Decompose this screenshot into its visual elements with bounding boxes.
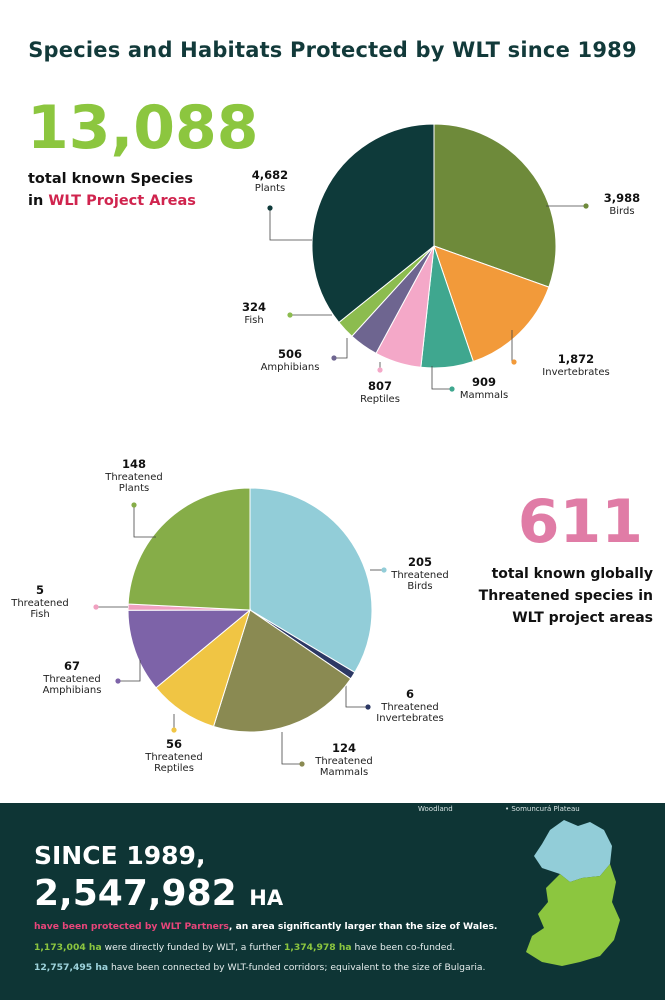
threatened-slice-threatened-plants xyxy=(127,487,251,611)
panel-top-label-right: • Somuncurá Plateau xyxy=(505,805,580,813)
threatened-label-threatened-fish-line-2: Fish xyxy=(30,609,49,620)
species-value-mammals: 909 xyxy=(472,375,496,389)
threatened-marker-threatened-plants xyxy=(131,502,137,508)
threatened-label-threatened-invertebrates-line-2: Invertebrates xyxy=(376,713,443,724)
threatened-leader-threatened-invertebrates xyxy=(345,678,368,708)
threatened-leader-threatened-amphibians xyxy=(118,660,141,682)
total-species-number: 13,088 xyxy=(27,93,259,163)
threatened-label-threatened-mammals-line-2: Mammals xyxy=(320,767,368,778)
species-desc-line2-prefix: in xyxy=(28,193,49,209)
funding-cofunded-value: 1,374,978 ha xyxy=(283,942,352,953)
threatened-value-threatened-invertebrates: 6 xyxy=(406,687,414,701)
wales-map-south xyxy=(526,864,620,966)
threatened-label-threatened-fish-line-1: Threatened xyxy=(10,598,69,609)
threatened-label-threatened-amphibians-line-2: Amphibians xyxy=(43,685,102,696)
protection-note: have been protected by WLT Partners, an … xyxy=(34,921,497,932)
species-marker-fish xyxy=(287,312,293,318)
funding-note: 1,173,004 ha were directly funded by WLT… xyxy=(34,942,455,953)
threatened-label-threatened-plants-line-1: Threatened xyxy=(104,472,163,483)
species-marker-mammals xyxy=(449,386,455,392)
threatened-label-threatened-amphibians-line-1: Threatened xyxy=(42,674,101,685)
species-value-birds: 3,988 xyxy=(604,191,640,205)
threatened-leader-threatened-plants xyxy=(133,505,156,538)
protection-note-highlight: have been protected by WLT Partners xyxy=(34,921,229,932)
threatened-marker-threatened-birds xyxy=(381,567,387,573)
wales-map-north xyxy=(534,820,612,882)
threatened-value-threatened-birds: 205 xyxy=(408,555,432,569)
threatened-marker-threatened-fish xyxy=(93,604,99,610)
total-threatened-description: total known globally Threatened species … xyxy=(413,563,653,629)
total-species-description: total known Species in WLT Project Areas xyxy=(28,168,196,212)
panel-top-label-right-text: Somuncurá Plateau xyxy=(511,805,580,813)
species-slice-plants xyxy=(311,123,435,324)
threatened-label-threatened-plants-line-2: Plants xyxy=(119,483,149,494)
species-label-birds-line-1: Birds xyxy=(609,206,634,217)
threatened-desc-line1: total known globally xyxy=(491,566,653,582)
species-leader-plants xyxy=(269,208,312,241)
threatened-value-threatened-reptiles: 56 xyxy=(166,737,182,751)
species-slice-birds xyxy=(433,123,557,288)
threatened-value-threatened-mammals: 124 xyxy=(332,741,356,755)
species-leader-amphibians xyxy=(334,338,348,359)
since-heading: SINCE 1989, xyxy=(34,841,206,870)
species-slice-invertebrates xyxy=(433,245,550,363)
species-value-fish: 324 xyxy=(242,300,266,314)
corridor-value: 12,757,495 ha xyxy=(34,962,109,973)
protection-note-rest: , an area significantly larger than the … xyxy=(228,921,498,932)
species-marker-invertebrates xyxy=(511,359,517,365)
species-label-reptiles-line-1: Reptiles xyxy=(360,394,400,405)
threatened-label-threatened-invertebrates-line-1: Threatened xyxy=(380,702,439,713)
threatened-label-threatened-birds-line-1: Threatened xyxy=(390,570,449,581)
species-desc-line2-accent: WLT Project Areas xyxy=(48,193,196,209)
total-threatened-number: 611 xyxy=(517,487,643,557)
species-leader-mammals xyxy=(431,366,452,390)
threatened-value-threatened-fish: 5 xyxy=(36,583,44,597)
funding-text-1: were directly funded by WLT, a further xyxy=(101,942,284,953)
threatened-leader-threatened-mammals xyxy=(281,732,302,765)
area-value: 2,547,982 xyxy=(34,873,237,914)
species-label-mammals-line-1: Mammals xyxy=(460,390,508,401)
corridor-note: 12,757,495 ha have been connected by WLT… xyxy=(34,962,485,973)
species-value-plants: 4,682 xyxy=(252,168,288,182)
threatened-slice-threatened-birds xyxy=(249,487,373,674)
species-marker-amphibians xyxy=(331,355,337,361)
species-value-reptiles: 807 xyxy=(368,379,392,393)
species-marker-birds xyxy=(583,203,589,209)
threatened-marker-threatened-mammals xyxy=(299,761,305,767)
species-value-amphibians: 506 xyxy=(278,347,302,361)
species-label-invertebrates-line-1: Invertebrates xyxy=(542,367,609,378)
threatened-value-threatened-amphibians: 67 xyxy=(64,659,80,673)
threatened-label-threatened-reptiles-line-2: Reptiles xyxy=(154,763,194,774)
threatened-marker-threatened-amphibians xyxy=(115,678,121,684)
species-marker-plants xyxy=(267,205,273,211)
threatened-pie-chart: 205ThreatenedBirds6ThreatenedInvertebrat… xyxy=(10,457,449,778)
species-value-invertebrates: 1,872 xyxy=(558,352,594,366)
funding-direct-value: 1,173,004 ha xyxy=(34,942,102,953)
species-marker-reptiles xyxy=(377,367,383,373)
wales-map-icon xyxy=(526,820,620,966)
funding-text-2: have been co-funded. xyxy=(351,942,456,953)
protected-area-total: 2,547,982 HA xyxy=(34,873,283,914)
threatened-desc-line2: Threatened species in xyxy=(478,588,653,604)
threatened-value-threatened-plants: 148 xyxy=(122,457,146,471)
threatened-marker-threatened-invertebrates xyxy=(365,704,371,710)
area-unit: HA xyxy=(249,886,284,910)
threatened-label-threatened-reptiles-line-1: Threatened xyxy=(144,752,203,763)
species-label-fish-line-1: Fish xyxy=(244,315,263,326)
species-label-amphibians-line-1: Amphibians xyxy=(261,362,320,373)
panel-top-label-left: Woodland xyxy=(418,805,453,813)
species-pie-charts: 3,988Birds1,872Invertebrates909Mammals80… xyxy=(10,123,640,778)
threatened-desc-line3: WLT project areas xyxy=(512,610,653,626)
threatened-marker-threatened-reptiles xyxy=(171,727,177,733)
species-label-plants-line-1: Plants xyxy=(255,183,285,194)
threatened-slice-threatened-mammals xyxy=(212,609,352,733)
threatened-label-threatened-birds-line-2: Birds xyxy=(407,581,432,592)
page-title: Species and Habitats Protected by WLT si… xyxy=(28,38,637,62)
threatened-label-threatened-mammals-line-1: Threatened xyxy=(314,756,373,767)
threatened-slice-threatened-amphibians xyxy=(127,609,252,689)
corridor-text: have been connected by WLT-funded corrid… xyxy=(108,962,486,973)
species-desc-line1: total known Species xyxy=(28,171,194,187)
